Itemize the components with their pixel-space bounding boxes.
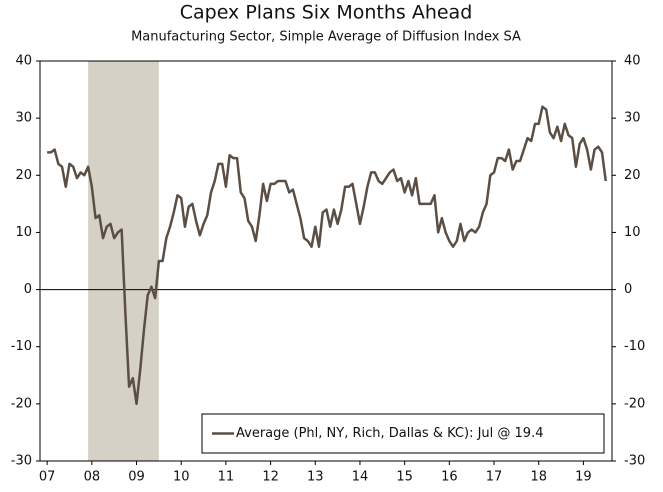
y-tick-label: 0 — [24, 282, 32, 297]
x-tick-label: 09 — [128, 470, 145, 485]
y2-tick-label: 10 — [624, 225, 641, 240]
y2-tick-label: -30 — [624, 454, 645, 469]
y-tick-label: 40 — [15, 54, 32, 69]
y2-tick-label: 20 — [624, 168, 641, 183]
x-tick-label: 19 — [575, 470, 592, 485]
y-tick-label: 30 — [15, 111, 32, 126]
legend-label: Average (Phl, NY, Rich, Dallas & KC): Ju… — [236, 426, 543, 441]
chart-subtitle: Manufacturing Sector, Simple Average of … — [131, 30, 521, 45]
x-tick-label: 10 — [173, 470, 190, 485]
data-line — [47, 105, 607, 406]
x-tick-label: 15 — [396, 470, 413, 485]
plot-frame — [39, 60, 613, 462]
y2-tick-label: 40 — [624, 54, 641, 69]
x-tick-label: 16 — [441, 470, 458, 485]
x-tick-label: 14 — [352, 470, 369, 485]
x-tick-label: 18 — [530, 470, 547, 485]
y2-tick-label: -20 — [624, 396, 645, 411]
x-tick-label: 13 — [307, 470, 324, 485]
x-tick-label: 08 — [84, 470, 101, 485]
chart-title: Capex Plans Six Months Ahead — [180, 2, 473, 24]
legend-box — [201, 413, 605, 454]
x-tick-label: 11 — [218, 470, 235, 485]
y-tick-label: -30 — [11, 454, 32, 469]
y-tick-label: 20 — [15, 168, 32, 183]
x-tick-label: 12 — [262, 470, 279, 485]
y-tick-label: 10 — [15, 225, 32, 240]
y2-tick-label: 30 — [624, 111, 641, 126]
y-tick-label: -20 — [11, 396, 32, 411]
x-tick-label: 07 — [39, 470, 56, 485]
x-tick-label: 17 — [486, 470, 503, 485]
y2-tick-label: 0 — [624, 282, 632, 297]
y-tick-label: -10 — [11, 339, 32, 354]
y2-tick-label: -10 — [624, 339, 645, 354]
